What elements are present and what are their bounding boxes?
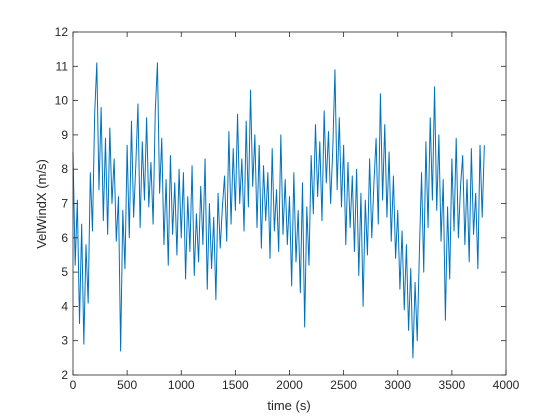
x-tick-label: 1000 — [168, 378, 195, 392]
y-tick-label: 6 — [61, 231, 68, 245]
x-tick-label: 3000 — [384, 378, 411, 392]
y-tick-label: 12 — [55, 25, 69, 39]
x-tick-label: 2000 — [276, 378, 303, 392]
y-tick-label: 2 — [61, 368, 68, 382]
y-tick-label: 4 — [61, 299, 68, 313]
x-tick-label: 4000 — [493, 378, 520, 392]
x-tick-label: 500 — [117, 378, 137, 392]
x-axis-label: time (s) — [267, 398, 310, 413]
x-tick-label: 3500 — [439, 378, 466, 392]
y-tick-label: 5 — [61, 265, 68, 279]
x-tick-label: 1500 — [222, 378, 249, 392]
y-tick-label: 3 — [61, 334, 68, 348]
y-tick-label: 8 — [61, 162, 68, 176]
y-axis-label: VelWindX (m/s) — [34, 159, 49, 249]
y-tick-label: 10 — [55, 94, 69, 108]
y-tick-label: 11 — [56, 59, 69, 73]
x-tick-label: 2500 — [330, 378, 357, 392]
y-tick-label: 9 — [61, 128, 68, 142]
data-line — [72, 62, 485, 359]
y-tick-label: 7 — [61, 197, 68, 211]
x-tick-label: 0 — [70, 378, 77, 392]
